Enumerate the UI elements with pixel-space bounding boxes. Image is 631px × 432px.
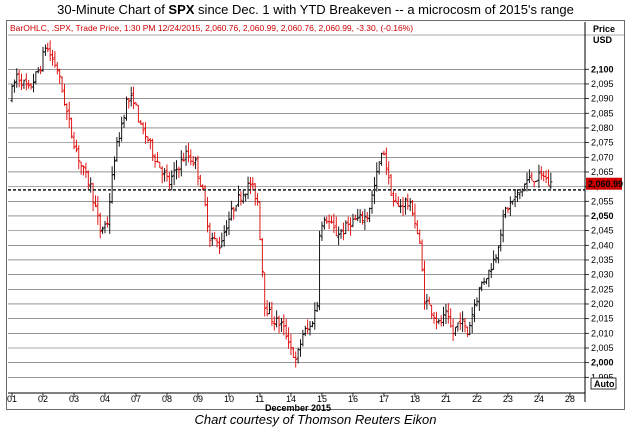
y-tick-label: 2,085 [591, 108, 614, 118]
y-tick-label: 2,030 [591, 270, 614, 280]
y-axis-label: USD [593, 35, 613, 45]
auto-label: Auto [594, 379, 615, 389]
y-tick-label: 2,040 [591, 240, 614, 250]
y-tick-label: 2,005 [591, 343, 614, 353]
ohlc-bars [10, 40, 553, 368]
x-tick-label: 02 [38, 394, 48, 404]
y-tick-label: 2,070 [591, 152, 614, 162]
title-suffix: since Dec. 1 with YTD Breakeven -- a mic… [194, 2, 574, 17]
legend-info: BarOHLC, .SPX, Trade Price, 1:30 PM 12/2… [10, 23, 413, 33]
y-tick-label: 2,050 [591, 211, 614, 221]
x-tick-label: 24 [534, 394, 544, 404]
grid-lines [8, 34, 624, 378]
chart-caption: Chart courtesy of Thomson Reuters Eikon [194, 412, 437, 427]
x-tick-label: 14 [286, 394, 296, 404]
x-tick-label: 08 [162, 394, 172, 404]
title-symbol: SPX [168, 2, 195, 17]
y-tick-label: 2,010 [591, 328, 614, 338]
x-tick-label: 07 [131, 394, 141, 404]
x-axis-label: December 2015 [265, 403, 331, 413]
y-tick-label: 2,095 [591, 79, 614, 89]
y-tick-label: 2,090 [591, 94, 614, 104]
x-tick-label: 03 [69, 394, 79, 404]
y-tick-label: 2,080 [591, 123, 614, 133]
chart-title: 30-Minute Chart of SPX since Dec. 1 with… [0, 2, 631, 17]
last-price-box [586, 177, 622, 190]
x-tick-label: 28 [565, 394, 575, 404]
y-axis: 1,995 2,000 2,005 2,010 2,015 2,020 2,025 2,030… [584, 22, 623, 402]
x-tick-label: 22 [472, 394, 482, 404]
title-prefix: 30-Minute Chart of [57, 2, 169, 17]
x-tick-label: 11 [255, 394, 264, 404]
y-tick-label: 2,055 [591, 196, 614, 206]
y-tick-label: 2,100 [591, 64, 614, 74]
y-tick-label: 2,065 [591, 167, 614, 177]
y-tick-label: 2,000 [591, 358, 614, 368]
x-tick-label: 09 [193, 394, 203, 404]
x-tick-label: 18 [410, 394, 420, 404]
y-tick-label: 2,020 [591, 299, 614, 309]
x-tick-label: 04 [100, 394, 110, 404]
y-tick-label: 2,045 [591, 226, 614, 236]
x-tick-label: 17 [379, 394, 389, 404]
x-tick-label: 16 [348, 394, 358, 404]
x-tick-label: 01 [7, 394, 17, 404]
last-price-label: 2,060.99 [588, 179, 623, 189]
x-tick-label: 21 [441, 394, 451, 404]
x-tick-label: 23 [503, 394, 513, 404]
y-tick-label: 2,025 [591, 284, 614, 294]
y-axis-label: Price [593, 24, 615, 34]
x-tick-label: 15 [317, 394, 327, 404]
chart-frame [6, 20, 625, 410]
y-tick-label: 1,995 [591, 372, 614, 382]
auto-button [590, 377, 617, 390]
x-axis: 01 02 03 04 07 08 09 10 11 14 15 16 17 18 21 22 23 24 28 De… [7, 392, 585, 413]
y-tick-label: 2,015 [591, 314, 614, 324]
y-tick-label: 2,075 [591, 138, 614, 148]
y-tick-label: 2,035 [591, 255, 614, 265]
x-tick-label: 10 [224, 394, 234, 404]
